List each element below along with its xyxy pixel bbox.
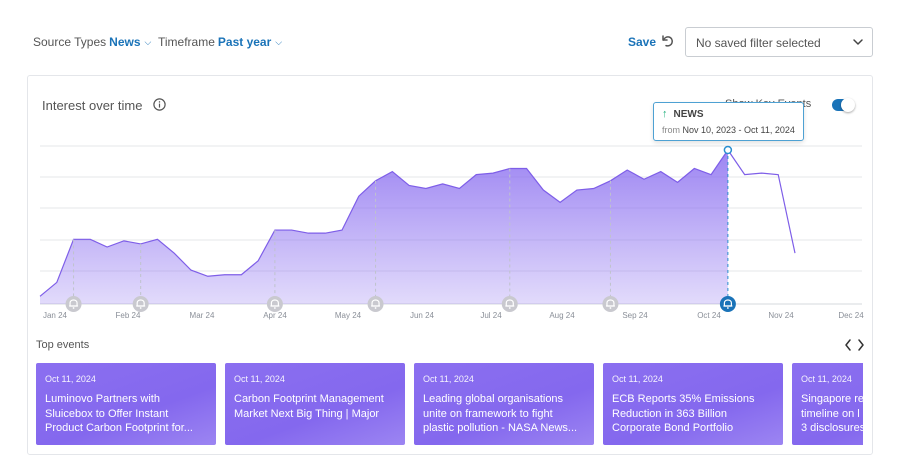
bell-clapper: [374, 307, 377, 309]
top-events-list: Oct 11, 2024 Luminovo Partners with Slui…: [36, 363, 863, 445]
x-tick-label: Jan 24: [43, 311, 68, 320]
source-types-filter[interactable]: Source Types News ⌵: [33, 35, 151, 49]
bell-clapper: [72, 307, 75, 309]
tooltip-series: NEWS: [673, 108, 704, 120]
bell-shape: [136, 299, 145, 307]
event-card[interactable]: Oct 11, 2024 Luminovo Partners with Slui…: [36, 363, 216, 445]
save-button[interactable]: Save: [628, 35, 657, 49]
saved-filter-value: No saved filter selected: [696, 36, 821, 50]
bell-shape: [606, 299, 615, 307]
bell-clapper: [139, 307, 142, 309]
bell-shape: [270, 299, 279, 307]
bell-marker: [132, 296, 149, 312]
event-card[interactable]: Oct 11, 2024 ECB Reports 35% Emissions R…: [603, 363, 783, 445]
bell-clapper: [726, 307, 729, 309]
bell-marker: [501, 296, 518, 312]
series-line-tail: [727, 149, 796, 254]
tooltip-date-range: Nov 10, 2023 - Oct 11, 2024: [682, 125, 795, 135]
bell-shape: [505, 299, 514, 307]
arrow-up-icon: ↑: [662, 108, 668, 120]
x-tick-label: Apr 24: [263, 311, 287, 320]
x-tick-label: Dec 24: [838, 311, 864, 320]
event-date: Oct 11, 2024: [612, 374, 663, 384]
x-tick-label: Nov 24: [768, 311, 794, 320]
saved-filter-select[interactable]: No saved filter selected: [685, 27, 873, 57]
bell-shape: [723, 299, 732, 307]
bell-clapper: [609, 307, 612, 309]
chevron-right-icon[interactable]: [856, 338, 866, 352]
x-tick-label: Feb 24: [116, 311, 141, 320]
event-headline: Carbon Footprint Management Market Next …: [234, 393, 384, 420]
event-date: Oct 11, 2024: [234, 374, 285, 384]
x-tick-label: Jun 24: [410, 311, 435, 320]
chart-title: Interest over time: [42, 98, 143, 113]
bell-marker: [65, 296, 82, 312]
bell-icon: [602, 296, 619, 312]
bell-shape: [371, 299, 380, 307]
event-card[interactable]: Oct 11, 2024 Leading global organisation…: [414, 363, 594, 445]
bell-icon: [719, 296, 736, 312]
event-headline: Singapore re timeline on l 3 disclosures: [801, 393, 863, 434]
x-tick-label: May 24: [335, 311, 362, 320]
series-area: [40, 150, 728, 304]
source-types-label: Source Types: [33, 35, 107, 49]
event-card[interactable]: Oct 11, 2024 Carbon Footprint Management…: [225, 363, 405, 445]
tooltip-from-label: from: [662, 125, 680, 135]
show-key-events-toggle[interactable]: [832, 98, 855, 112]
chevron-down-icon: ⌵: [275, 36, 283, 47]
bell-clapper: [273, 307, 276, 309]
x-tick-label: Jul 24: [480, 311, 502, 320]
bell-icon: [266, 296, 283, 312]
event-date: Oct 11, 2024: [45, 374, 96, 384]
event-card[interactable]: Oct 11, 2024 Singapore re timeline on l …: [792, 363, 863, 445]
event-headline: Leading global organisations unite on fr…: [423, 393, 578, 434]
x-tick-label: Mar 24: [190, 311, 215, 320]
bell-icon: [501, 296, 518, 312]
event-headline: Luminovo Partners with Sluicebox to Offe…: [45, 393, 193, 434]
bell-marker: [719, 296, 736, 312]
bell-icon: [132, 296, 149, 312]
event-date: Oct 11, 2024: [801, 374, 852, 384]
x-tick-label: Aug 24: [549, 311, 575, 320]
chevron-down-icon: ⌵: [144, 36, 152, 47]
top-events-title: Top events: [36, 339, 90, 351]
chart-tooltip: ↑ NEWS from Nov 10, 2023 - Oct 11, 2024: [653, 102, 804, 141]
chevron-down-icon: [853, 39, 863, 45]
hover-point: [723, 145, 733, 155]
x-tick-label: Sep 24: [622, 311, 648, 320]
info-icon[interactable]: [153, 98, 166, 111]
event-date: Oct 11, 2024: [423, 374, 474, 384]
toggle-knob: [841, 98, 855, 112]
bell-shape: [69, 299, 78, 307]
timeframe-filter[interactable]: Timeframe Past year ⌵: [158, 35, 282, 49]
timeframe-value: Past year: [217, 35, 272, 49]
bell-marker: [602, 296, 619, 312]
bell-marker: [367, 296, 384, 312]
bell-clapper: [508, 307, 511, 309]
bell-icon: [65, 296, 82, 312]
undo-icon[interactable]: [659, 33, 675, 49]
chevron-left-icon[interactable]: [843, 338, 853, 352]
series-line: [39, 149, 729, 297]
source-types-value: News: [109, 35, 141, 49]
timeframe-label: Timeframe: [158, 35, 215, 49]
event-headline: ECB Reports 35% Emissions Reduction in 3…: [612, 393, 755, 434]
x-tick-label: Oct 24: [697, 311, 721, 320]
bell-icon: [367, 296, 384, 312]
bell-marker: [266, 296, 283, 312]
